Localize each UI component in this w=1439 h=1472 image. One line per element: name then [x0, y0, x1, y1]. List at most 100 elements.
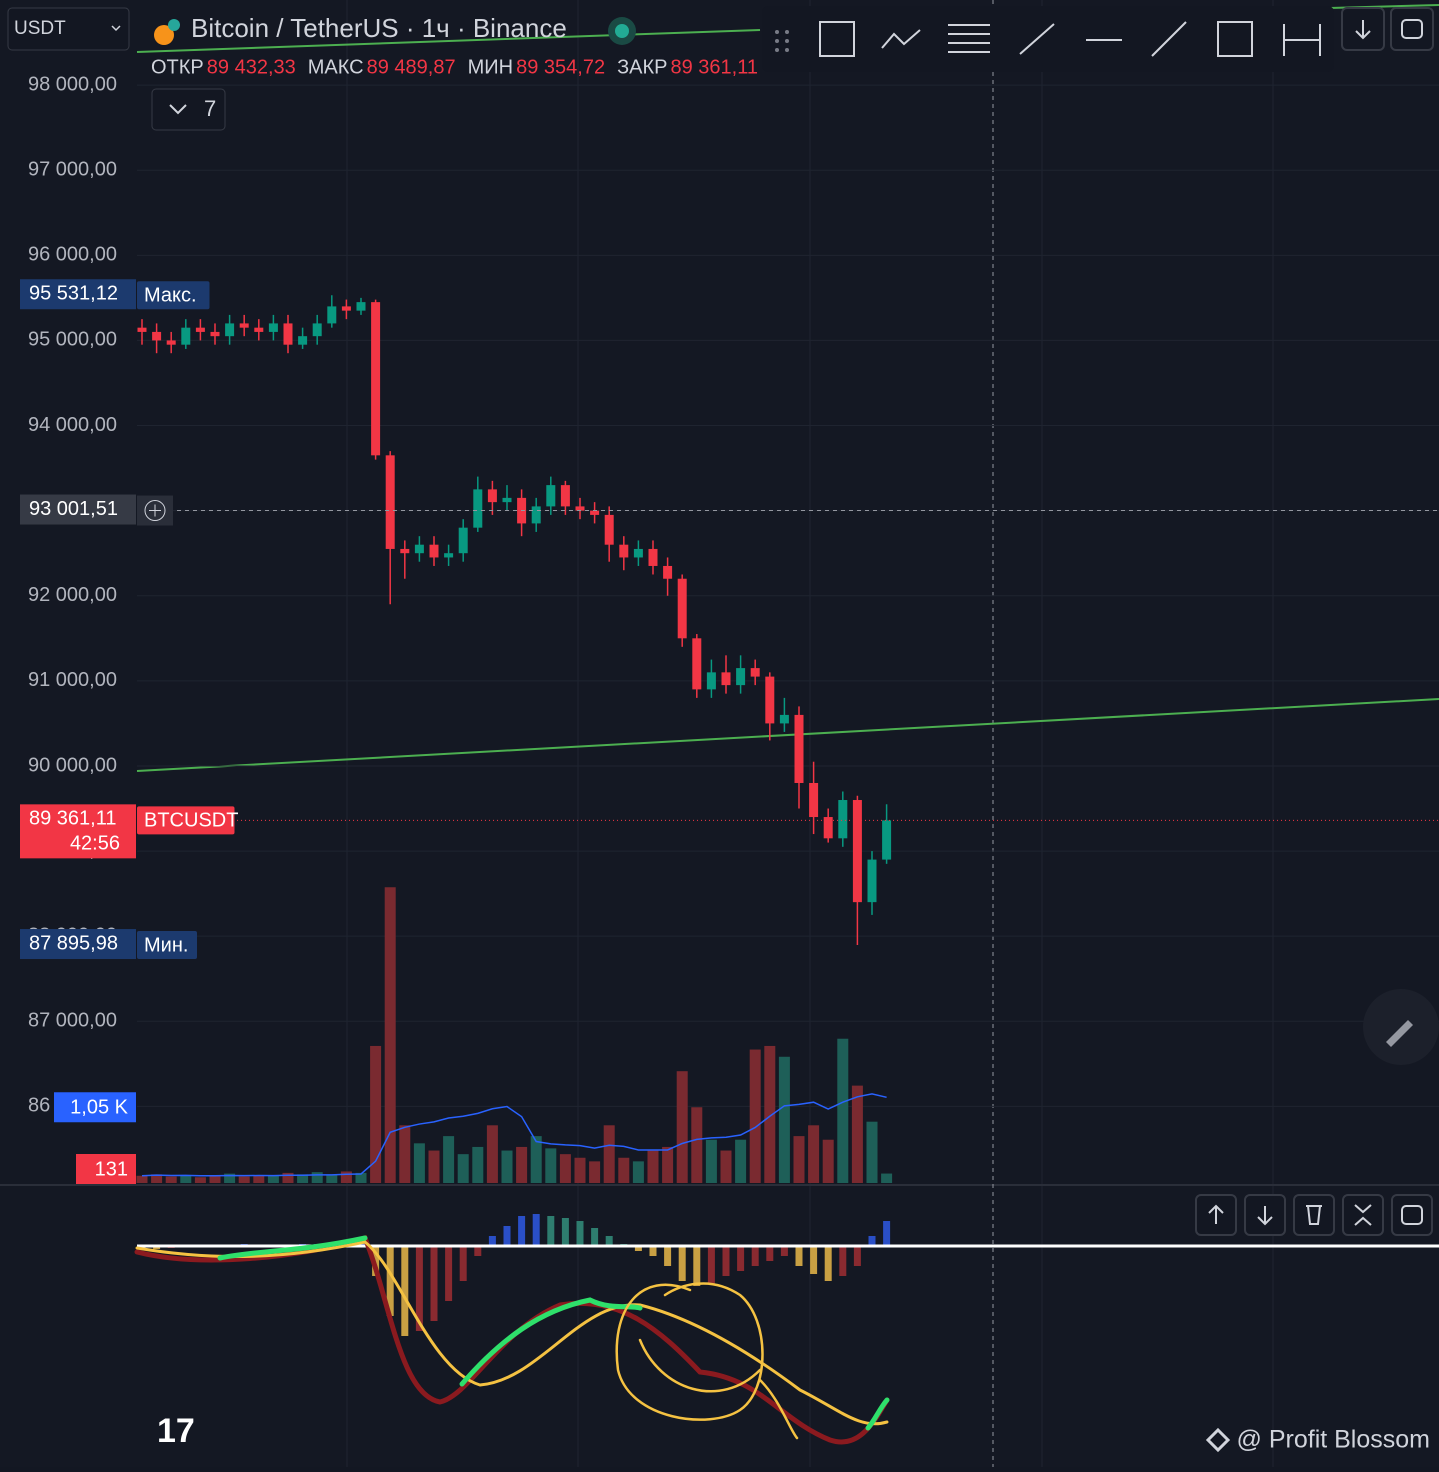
volume-bar	[705, 1139, 717, 1183]
button[interactable]	[1293, 1194, 1335, 1236]
y-tick-label: 91 000,00	[28, 669, 117, 691]
macd-bar	[430, 1246, 438, 1321]
candle-body	[765, 676, 775, 724]
macd-bar	[518, 1216, 526, 1246]
candle-body	[633, 548, 643, 558]
y-tick-label: 97 000,00	[28, 158, 117, 180]
volume-ma	[141, 1093, 887, 1177]
volume-bar	[282, 1172, 294, 1183]
volume-bar	[413, 1143, 425, 1183]
volume-bar	[647, 1150, 659, 1183]
candle-body	[487, 489, 497, 503]
macd-bar	[415, 1246, 423, 1331]
rect-tool[interactable]	[819, 21, 855, 57]
tag-bg	[20, 929, 136, 960]
tag-note: Мин.	[144, 934, 188, 956]
candle-body	[867, 859, 877, 903]
macd-lines	[134, 1234, 890, 1445]
volume-bar	[355, 1172, 367, 1183]
volume-bar	[399, 1125, 411, 1183]
symbol-box[interactable]	[7, 7, 130, 51]
volume-bar	[384, 887, 396, 1183]
button[interactable]	[1391, 1194, 1433, 1236]
volume-bar	[180, 1175, 192, 1183]
macd-bar	[810, 1246, 818, 1274]
ray-tool[interactable]	[1151, 21, 1187, 57]
candle-body	[823, 817, 833, 839]
macd-bar	[591, 1228, 599, 1246]
macd-bar	[459, 1246, 467, 1281]
macd-bar	[737, 1246, 745, 1271]
coin-icon	[168, 19, 180, 31]
ohlc-value: 89 432,33	[207, 56, 296, 78]
volume-bar	[720, 1150, 732, 1183]
candle-body	[750, 668, 760, 677]
tag-bg	[20, 804, 136, 859]
button[interactable]	[1342, 1194, 1384, 1236]
toolbar-bg	[762, 6, 1334, 72]
macd-bar	[839, 1246, 847, 1276]
volume-bar	[574, 1157, 586, 1183]
candle-body	[736, 668, 746, 686]
candle-body	[137, 327, 147, 332]
volume-bar	[326, 1175, 338, 1183]
volume-bar	[472, 1146, 484, 1183]
volume-bar	[209, 1175, 221, 1183]
y-tick-label: 94 000,00	[28, 414, 117, 436]
tag-bg	[20, 494, 136, 525]
volume-bar	[851, 1085, 863, 1183]
candle-body	[444, 553, 454, 558]
tag-note-bg	[137, 281, 210, 310]
macd-bar	[547, 1216, 555, 1246]
volume-bar	[151, 1174, 163, 1183]
candle-body	[779, 714, 789, 724]
range-tool[interactable]	[1283, 24, 1321, 56]
volume-bar	[457, 1154, 469, 1183]
tag-bg	[54, 1092, 136, 1123]
macd-bar	[707, 1246, 715, 1284]
volume-bar	[778, 1056, 790, 1183]
macd-bar	[678, 1246, 686, 1281]
fib-tool[interactable]	[948, 24, 990, 53]
volume-bar	[530, 1136, 542, 1183]
volume-bar	[881, 1173, 893, 1183]
candle-body	[502, 497, 512, 503]
path-tool[interactable]	[881, 29, 921, 49]
candle-body	[298, 336, 308, 345]
volume-bar	[194, 1177, 206, 1183]
chart-title: Bitcoin / TetherUS · 1ч · Binance	[191, 13, 567, 43]
candle-body	[809, 782, 819, 818]
candle-body	[604, 514, 614, 545]
restore-icon	[1401, 19, 1423, 39]
volume-bar	[501, 1150, 513, 1183]
candle-body	[473, 489, 483, 528]
price-tag: 87 895,98 Мин.	[20, 929, 197, 960]
volume-bar	[662, 1146, 674, 1183]
candle-body	[546, 485, 556, 507]
macd-bar	[605, 1236, 613, 1246]
price-tag: 93 001,51	[20, 494, 173, 526]
indicator-toggle[interactable]	[151, 88, 226, 131]
candle-body	[531, 506, 541, 524]
tag-note-bg	[137, 931, 197, 960]
volume-bar	[428, 1150, 440, 1183]
macd-bar	[445, 1246, 453, 1301]
pencil-icon	[1386, 1020, 1413, 1047]
button[interactable]	[1390, 7, 1434, 51]
candle-body	[429, 544, 439, 558]
tag-timer: 42:56	[70, 833, 120, 855]
candle-body	[721, 672, 731, 686]
line-tool[interactable]	[1019, 23, 1055, 55]
candle-body	[312, 323, 322, 337]
price-tag: 95 531,12 Макс.	[20, 279, 210, 310]
measure-tool[interactable]	[1217, 21, 1253, 57]
volume-bar	[808, 1125, 820, 1183]
macd-bar	[532, 1214, 540, 1246]
header: USDT Bitcoin / TetherUS · 1ч · Binance О…	[7, 7, 758, 131]
macd-bar	[649, 1246, 657, 1256]
volume-bar	[866, 1121, 878, 1183]
drawing-toolbar	[762, 6, 1434, 72]
candle-body	[239, 323, 249, 328]
candle-body	[166, 340, 176, 345]
y-tick-label: 92 000,00	[28, 584, 117, 606]
